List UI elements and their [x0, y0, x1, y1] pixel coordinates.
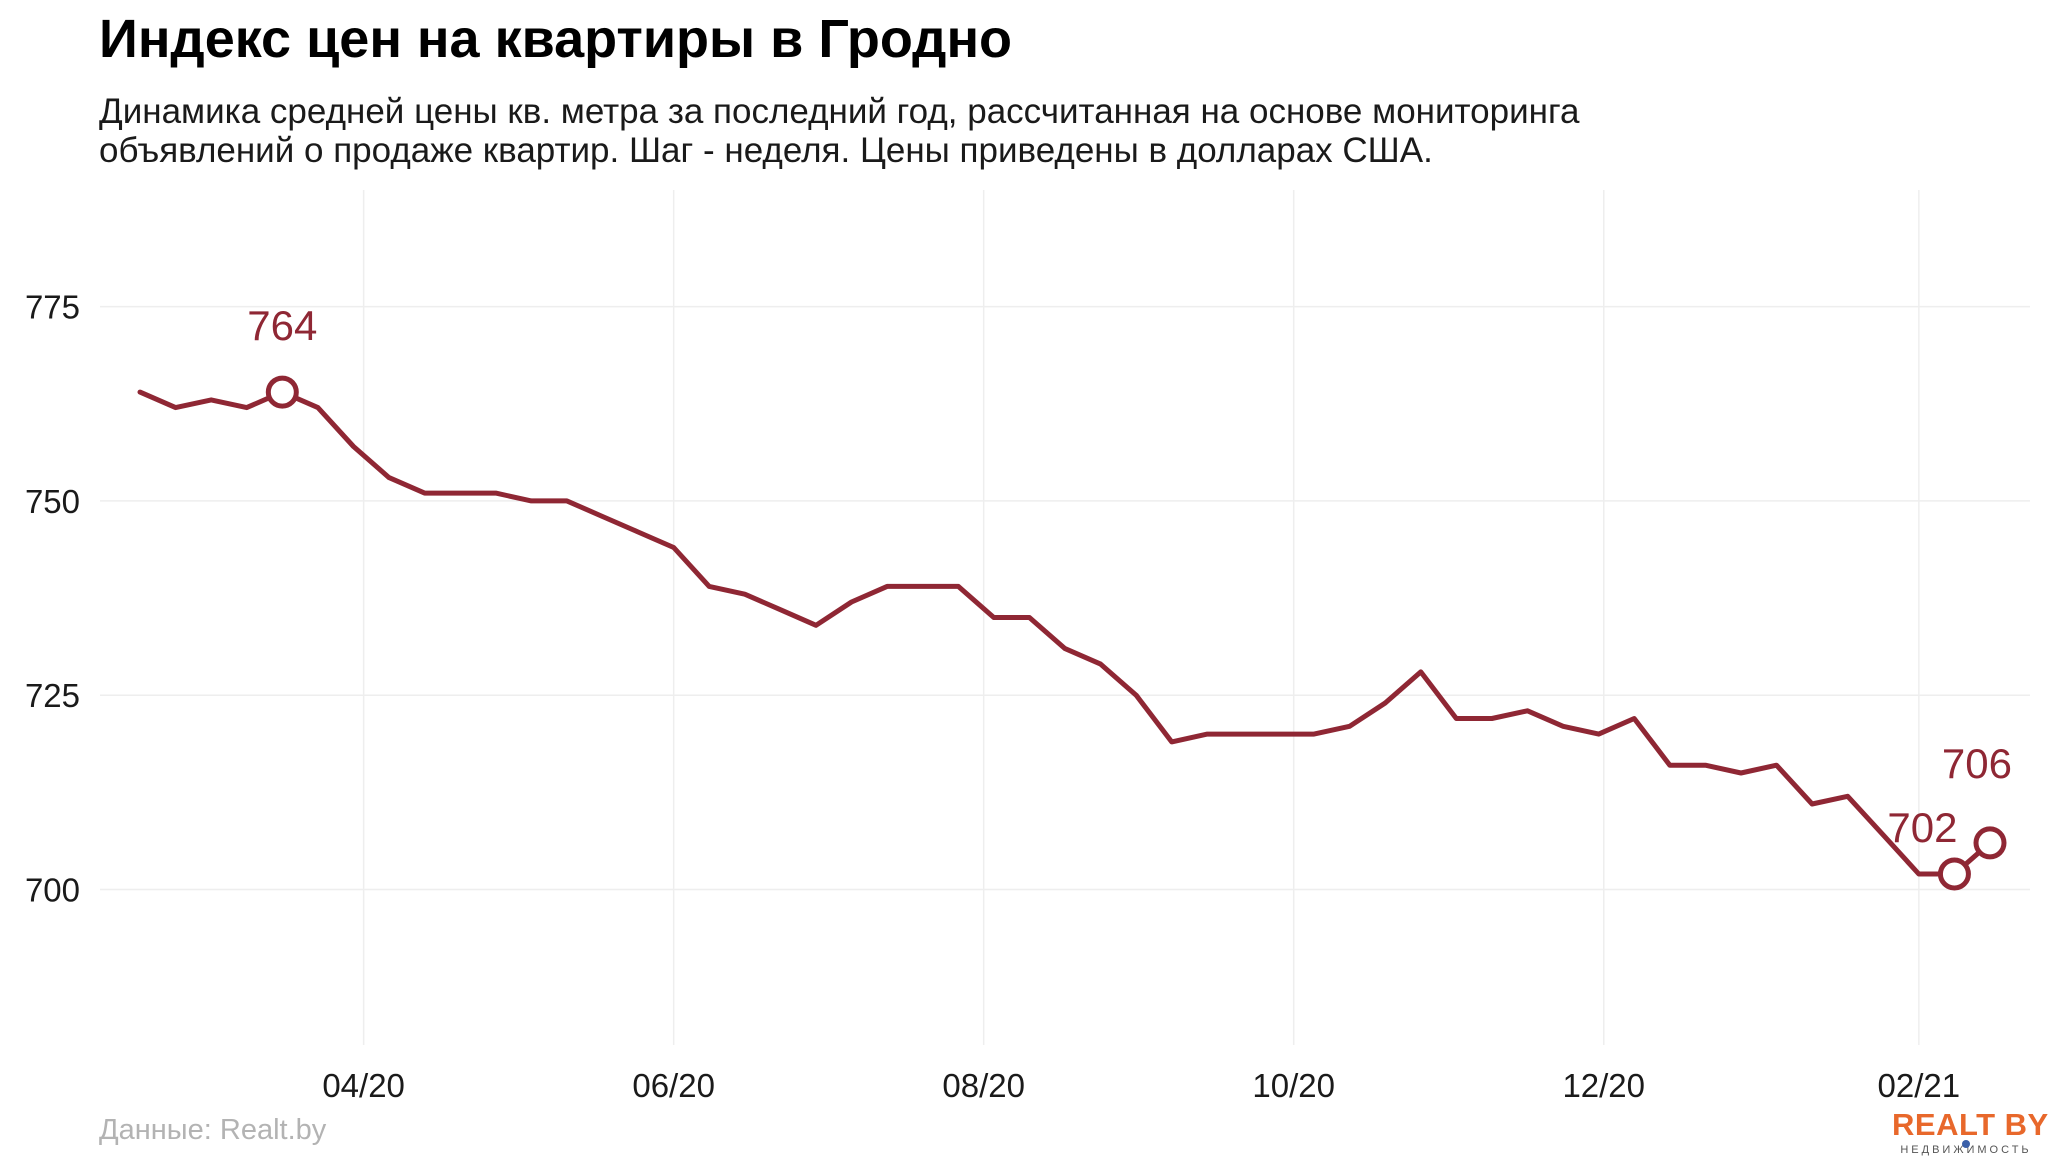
- price-series-line: [137, 389, 1993, 877]
- chart-title: Индекс цен на квартиры в Гродно: [99, 9, 1013, 69]
- grid-layer: [100, 190, 2030, 1045]
- series-layer: [137, 389, 1993, 877]
- axis-labels: 700 725 750 775 04/20 06/20 08/20 10/20 12/20 02/…: [25, 289, 1960, 1104]
- chart-subtitle: Динамика средней цены кв. метра за после…: [99, 92, 1959, 170]
- x-tick-label: 10/20: [1252, 1067, 1335, 1104]
- y-tick-label: 725: [25, 677, 80, 714]
- y-tick-label: 700: [25, 872, 80, 909]
- logo-dot-icon: [1962, 1140, 1970, 1148]
- y-tick-label: 750: [25, 483, 80, 520]
- annotated-point-marker: [1937, 857, 1971, 891]
- y-tick-label: 775: [25, 289, 80, 326]
- logo-text: REALT BY: [1892, 1107, 2048, 1142]
- x-tick-label: 06/20: [632, 1067, 715, 1104]
- data-source: Данные: Realt.by: [99, 1114, 327, 1146]
- realt-logo[interactable]: REALT BY НЕДВИЖИМОСТЬ: [1892, 1107, 2048, 1157]
- annotation-label: 702: [1887, 804, 1957, 851]
- x-tick-label: 08/20: [942, 1067, 1025, 1104]
- x-tick-label: 02/21: [1878, 1067, 1961, 1104]
- annotation-layer: 764 702 706: [247, 302, 2012, 891]
- annotated-point-marker: [265, 375, 299, 409]
- logo-subtext: НЕДВИЖИМОСТЬ: [1900, 1144, 2032, 1156]
- subtitle-line-1: Динамика средней цены кв. метра за после…: [99, 92, 1580, 131]
- annotated-point-marker: [1973, 826, 2007, 860]
- x-tick-label: 04/20: [322, 1067, 405, 1104]
- subtitle-line-2: объявлений о продаже квартир. Шаг - неде…: [99, 131, 1433, 170]
- annotation-label: 706: [1942, 740, 2012, 787]
- annotation-label: 764: [247, 302, 317, 349]
- x-tick-label: 12/20: [1562, 1067, 1645, 1104]
